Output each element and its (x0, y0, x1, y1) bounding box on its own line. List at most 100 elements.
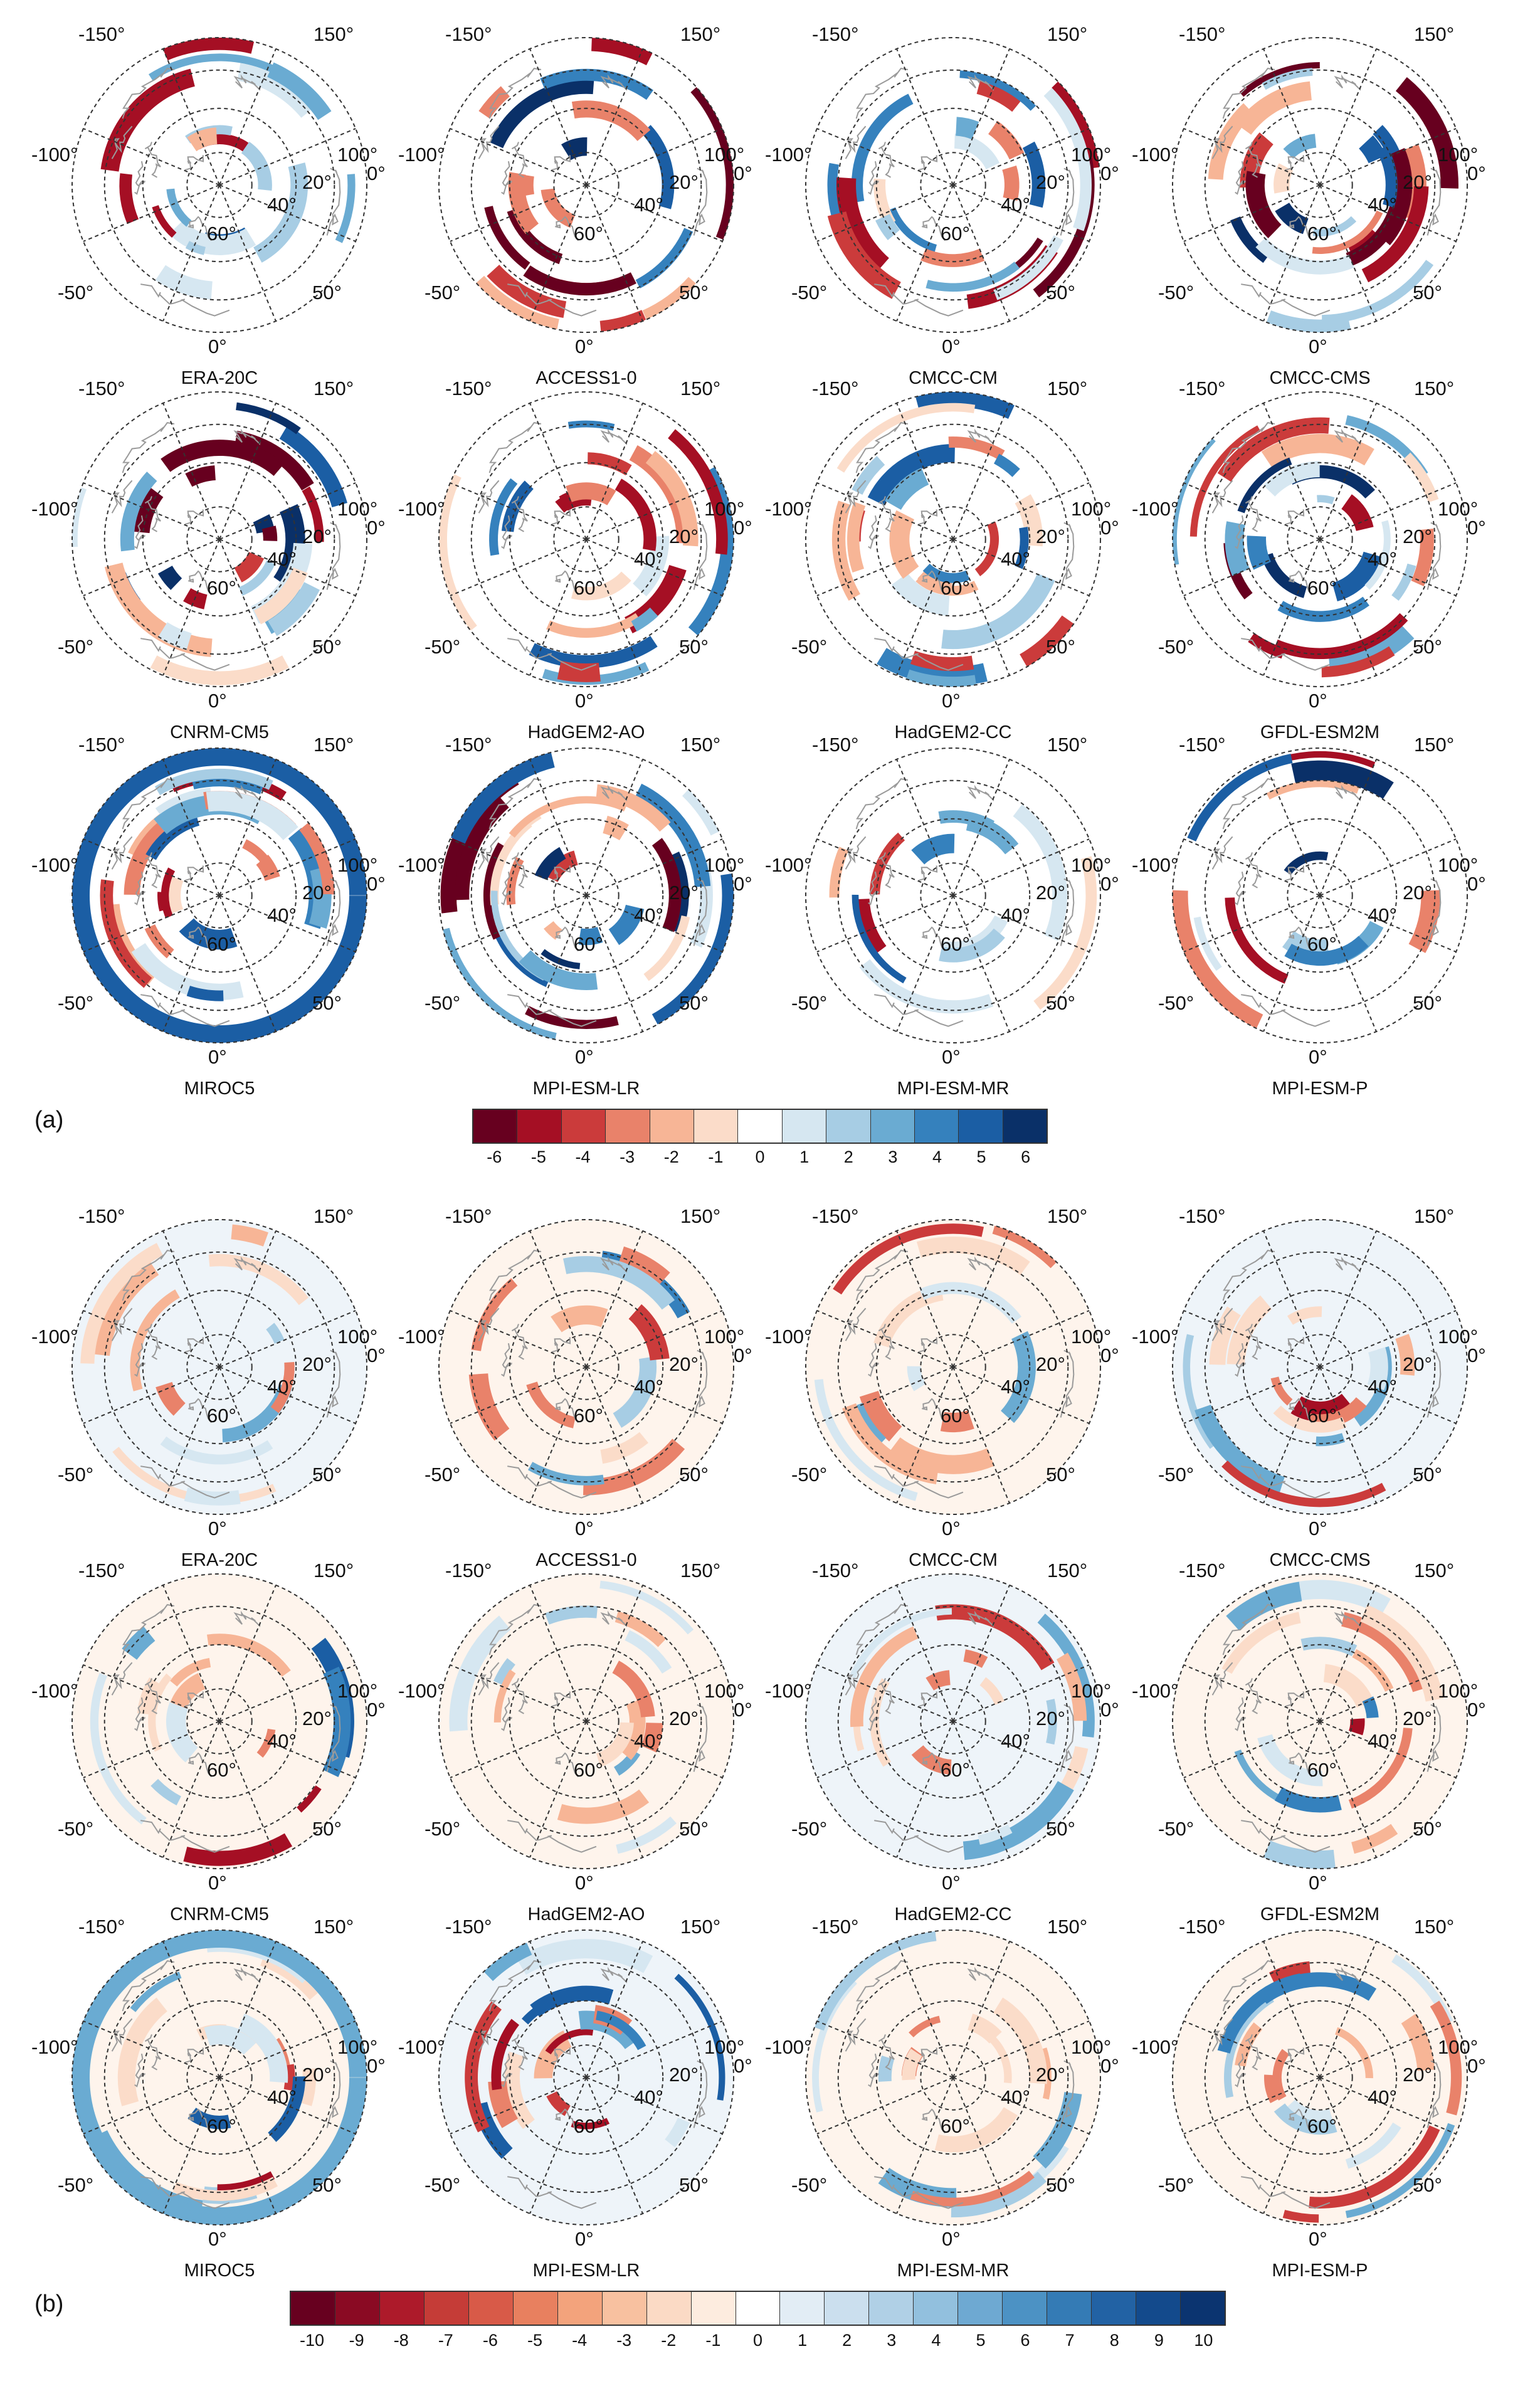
anomaly-patch (526, 1381, 576, 1428)
colorbar-swatch (561, 1110, 606, 1143)
lat-label-40: 40° (267, 1730, 297, 1752)
lon-label-150: 150° (314, 1916, 354, 1938)
anomaly-patch (1020, 615, 1074, 667)
colorbar-swatch (513, 2292, 558, 2325)
map-access1-0: -150° 150° -100° 100° 0° 20° 40° 60° -50° 50° 0° AC… (398, 16, 774, 404)
anomaly-patch (651, 838, 682, 932)
lon-label-150: 150° (1047, 377, 1087, 399)
anomaly-patch (1364, 520, 1391, 590)
lat-label-60: 60° (207, 1405, 236, 1427)
graticule (438, 1573, 734, 1869)
lon-label-100: 100° (337, 2036, 377, 2058)
anomaly-patch (966, 245, 1058, 309)
lon-label-0-right: 0° (734, 1344, 752, 1366)
anomaly-patch (1263, 461, 1320, 497)
anomaly-patch (600, 1432, 648, 1464)
lon-label-150: 150° (1414, 1916, 1454, 1938)
anomaly-patch (907, 1366, 926, 1391)
polar-map: -150° 150°-100° 100°0°20°40°60°-50° 50°0° (1132, 734, 1486, 1068)
anomaly-patch (1332, 551, 1382, 601)
coastlines (478, 68, 708, 317)
lat-label-40: 40° (634, 1730, 663, 1752)
colorbar-tick-label: 6 (1020, 2331, 1030, 2350)
coastlines (845, 1960, 1075, 2209)
model-name: MPI-ESM-LR (532, 1079, 640, 1099)
anomaly-patch (853, 1403, 887, 1445)
anomaly-patch (902, 2049, 922, 2081)
map-hadgem2-ao: -150° 150° -100° 100° 0° 20° 40° 60° -50° 50° 0° Ha… (398, 370, 774, 759)
lon-label-150: 150° (314, 1560, 354, 1581)
map-mpi-esm-p: -150° 150° -100° 100° 0° 20° 40° 60° -50° 50° 0° MP… (1132, 1908, 1508, 2297)
panel-a: (a) -150° 150° -100° 100° 0° 20° 40° 60° -50° 50°… (0, 0, 1540, 1185)
lon-label-0-right: 0° (734, 873, 752, 895)
anomaly-patch (1284, 936, 1369, 966)
graticule (71, 1219, 367, 1515)
anomaly-patch (911, 833, 955, 865)
lon-label-0-right: 0° (734, 1699, 752, 1721)
polar-map: -150° 150°-100° 100°0°20°40°60°-50° 50°0° (31, 734, 386, 1068)
lon-label-0-bottom: 0° (1309, 690, 1327, 712)
model-name: ACCESS1-0 (535, 368, 637, 388)
lon-label-neg150: -150° (78, 1560, 125, 1581)
map-cmcc-cm: -150° 150° -100° 100° 0° 20° 40° 60° -50° 50° 0° CM… (765, 16, 1141, 404)
anomaly-patch (557, 660, 601, 682)
colorbar-tick-label: 3 (887, 2331, 897, 2350)
anomaly-patch (1312, 210, 1383, 254)
lat-label-20: 20° (669, 882, 699, 904)
lon-label-neg50: -50° (1158, 2174, 1194, 2196)
anomaly-patch (1361, 186, 1429, 283)
map-era-20c: -150° 150° -100° 100° 0° 20° 40° 60° -50° 50° 0° ER… (31, 16, 408, 404)
anomaly-patch (546, 613, 641, 638)
map-cmcc-cm: -150° 150° -100° 100° 0° 20° 40° 60° -50° 50° 0° CM… (765, 1198, 1141, 1586)
anomaly-patch (155, 265, 213, 300)
anomaly-patch (541, 949, 581, 969)
lat-label-40: 40° (1368, 1376, 1397, 1398)
lon-label-50: 50° (312, 282, 342, 303)
anomaly-patch (842, 1403, 939, 1484)
lon-label-neg50: -50° (791, 636, 827, 658)
colorbar-tick-label: -8 (393, 2331, 409, 2350)
polar-map: -150° 150°-100° 100°0°20°40°60°-50° 50°0° (765, 23, 1119, 357)
anomaly-patch (179, 918, 238, 950)
lat-label-60: 60° (574, 933, 603, 955)
map-cmcc-cms: -150° 150° -100° 100° 0° 20° 40° 60° -50° 50° 0° CM… (1132, 16, 1508, 404)
anomaly-patch (852, 456, 885, 495)
lon-label-0-right: 0° (1467, 873, 1486, 895)
map-hadgem2-cc: -150° 150° -100° 100° 0° 20° 40° 60° -50° 50° 0° Ha… (765, 1552, 1141, 1941)
colorbar-tick-label: -3 (616, 2331, 632, 2350)
lon-label-neg150: -150° (812, 23, 858, 45)
lon-label-0-bottom: 0° (208, 2228, 227, 2250)
anomaly-patch (1013, 804, 1067, 941)
polar-map: -150° 150°-100° 100°0°20°40°60°-50° 50°0° (31, 1560, 386, 1894)
lon-label-0-bottom: 0° (942, 1517, 961, 1539)
anomaly-patch (851, 93, 914, 203)
model-name: CMCC-CM (909, 368, 998, 388)
anomaly-patch (1245, 171, 1282, 238)
lat-label-60: 60° (207, 1759, 236, 1781)
lon-label-neg150: -150° (445, 23, 492, 45)
polar-map: -150° 150°-100° 100°0°20°40°60°-50° 50°0° (1132, 377, 1486, 712)
lon-label-0-bottom: 0° (575, 690, 594, 712)
lon-label-0-right: 0° (1100, 162, 1119, 184)
anomaly-patch (169, 1673, 206, 1712)
lon-label-50: 50° (1413, 992, 1442, 1014)
anomaly-patch (322, 1666, 351, 1777)
graticule (805, 747, 1101, 1043)
map-hadgem2-ao: -150° 150° -100° 100° 0° 20° 40° 60° -50° 50° 0° Ha… (398, 1552, 774, 1941)
anomaly-patch (968, 2014, 1002, 2044)
anomaly-patch (668, 429, 728, 555)
lon-label-neg150: -150° (812, 1205, 858, 1227)
anomaly-patch (253, 162, 309, 263)
lat-label-60: 60° (941, 2115, 970, 2137)
colorbar-swatch (825, 2292, 870, 2325)
lon-label-neg150: -150° (812, 734, 858, 756)
lon-label-0-right: 0° (1467, 2055, 1486, 2077)
lon-label-100: 100° (1438, 1680, 1478, 1702)
model-name: MIROC5 (184, 2261, 255, 2281)
anomaly-patch (567, 420, 615, 431)
anomaly-patch (156, 1381, 186, 1416)
colorbar-tick-label: 8 (1109, 2331, 1119, 2350)
anomaly-patch (571, 100, 651, 141)
lon-label-150: 150° (314, 734, 354, 756)
anomaly-patch (1317, 495, 1335, 505)
